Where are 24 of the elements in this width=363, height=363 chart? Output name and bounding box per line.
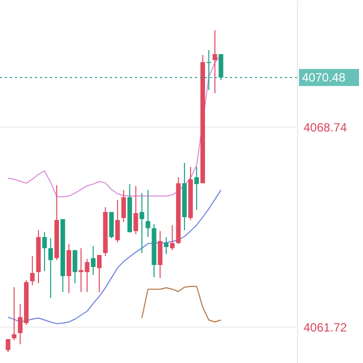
candlestick <box>212 30 218 94</box>
ref-line-label: 4070.48 <box>302 70 346 84</box>
candlestick <box>48 238 53 299</box>
candlestick <box>115 200 120 243</box>
candlestick <box>140 192 144 254</box>
candlestick <box>42 232 47 272</box>
candlestick <box>121 190 126 222</box>
y-tick-label: 4068.74 <box>304 120 348 135</box>
candlestick <box>72 250 78 284</box>
candlestick <box>164 236 169 255</box>
candlestick <box>194 166 199 210</box>
line-series <box>141 286 222 322</box>
candlestick <box>158 230 162 279</box>
candlestick <box>30 256 35 286</box>
candlestick <box>90 246 96 276</box>
candlestick <box>6 338 10 353</box>
candlestick <box>170 224 175 251</box>
candlestick <box>206 50 212 91</box>
candlestick <box>133 186 138 235</box>
candlestick <box>146 190 150 238</box>
y-tick-label: 4061.72 <box>304 320 348 335</box>
candlestick <box>12 286 16 341</box>
candlestick <box>218 54 224 81</box>
candlestick <box>96 254 102 293</box>
